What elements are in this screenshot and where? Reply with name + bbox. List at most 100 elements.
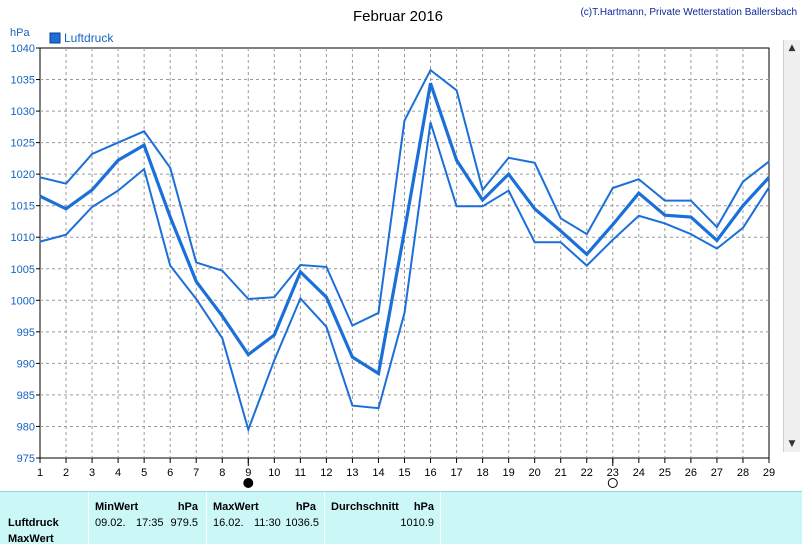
data-point-min (429, 121, 432, 124)
y-axis: 975 980 985 990 995 1000 1005 1010 1015 1020 1025 1… (11, 43, 40, 465)
data-point-avg (247, 353, 249, 356)
markers (243, 458, 618, 488)
data-point-min (534, 241, 536, 243)
data-point-avg (169, 216, 171, 218)
x-tick-label: 14 (372, 467, 384, 479)
column-divider (206, 492, 207, 544)
grid (40, 48, 769, 458)
row-label-maxwert: MaxWert (8, 533, 54, 545)
data-point-avg (39, 195, 41, 197)
data-point-max (612, 187, 614, 189)
data-point-min (690, 233, 692, 235)
data-point-min (612, 239, 614, 241)
data-point-avg (117, 159, 119, 161)
data-point-avg (560, 230, 562, 232)
data-point-max (351, 324, 354, 327)
data-point-avg (91, 189, 93, 191)
x-tick-label: 23 (607, 467, 619, 479)
data-point-min (586, 265, 588, 267)
y-tick-label: 1020 (11, 169, 35, 181)
data-point-avg (690, 216, 692, 218)
data-point-min (299, 297, 301, 300)
y-tick-label: 990 (17, 358, 35, 370)
data-point-avg (455, 159, 458, 161)
data-point-min (768, 186, 770, 188)
min-value: 979.5 (170, 517, 198, 529)
min-column: MinWert hPa 09.02. 17:35 979.5 (88, 492, 206, 544)
data-point-avg (195, 280, 197, 282)
data-point-max (742, 181, 744, 183)
triangle-up-icon[interactable]: ▲ (788, 43, 796, 53)
y-tick-label: 975 (17, 453, 35, 465)
data-point-avg (403, 230, 406, 232)
data-point-min (377, 407, 380, 409)
chart-title: Februar 2016 (353, 8, 443, 25)
data-point-min (664, 222, 666, 224)
data-point-min (247, 429, 249, 431)
new-moon-icon (243, 478, 254, 488)
x-tick-label: 17 (450, 467, 462, 479)
y-tick-label: 1005 (11, 264, 35, 276)
x-tick-label: 13 (346, 467, 358, 479)
x-tick-label: 3 (89, 467, 95, 479)
x-tick-label: 1 (37, 467, 43, 479)
vertical-scrollbar[interactable]: ▲ ▼ (783, 40, 800, 452)
x-tick-label: 27 (711, 467, 723, 479)
y-tick-label: 1035 (11, 75, 35, 87)
data-point-avg (482, 199, 484, 201)
data-point-max (169, 167, 171, 169)
x-tick-label: 21 (555, 467, 567, 479)
row-label-luftdruck: Luftdruck (8, 517, 59, 529)
y-tick-label: 1015 (11, 201, 35, 213)
data-point-min (716, 247, 718, 250)
data-point-min (221, 337, 223, 339)
data-point-avg (377, 372, 380, 375)
triangle-down-icon[interactable]: ▼ (788, 439, 796, 449)
y-tick-label: 980 (17, 421, 35, 433)
data-point-max (39, 176, 41, 178)
data-point-max (273, 296, 275, 298)
data-point-min (455, 205, 458, 207)
data-point-avg (508, 173, 510, 175)
data-point-avg (664, 214, 666, 216)
legend-swatch (49, 32, 61, 44)
data-point-min (195, 298, 197, 300)
data-point-max (299, 264, 301, 266)
data-point-min (742, 227, 744, 229)
data-point-max (377, 312, 380, 314)
data-point-min (560, 241, 562, 243)
data-point-max (455, 89, 458, 91)
y-axis-unit-label: hPa (10, 27, 30, 39)
data-point-avg (716, 239, 718, 241)
min-unit: hPa (177, 501, 198, 513)
y-tick-label: 1010 (11, 232, 35, 244)
max-value: 1036.5 (285, 517, 319, 529)
data-point-min (403, 312, 406, 314)
y-tick-label: 1025 (11, 138, 35, 150)
data-point-max (560, 217, 562, 219)
y-tick-label: 1030 (11, 106, 35, 118)
data-point-avg (273, 334, 275, 336)
x-tick-label: 20 (529, 467, 541, 479)
y-tick-label: 1000 (11, 295, 35, 307)
x-axis: 1 2 3 4 5 6 7 8 9 10 11 12 13 14 15 16 17 18 19 20 21 22 23 24 2… (37, 458, 775, 479)
data-point-max (325, 266, 327, 268)
data-point-avg (586, 253, 588, 255)
data-point-avg (612, 224, 614, 226)
data-point-min (169, 265, 171, 267)
x-tick-label: 2 (63, 467, 69, 479)
credit-text: (c)T.Hartmann, Private Wetterstation Bal… (580, 7, 797, 18)
y-tick-label: 1040 (11, 43, 35, 55)
data-point-max (638, 178, 640, 180)
data-point-avg (768, 176, 770, 178)
max-header: MaxWert (213, 501, 259, 513)
column-divider (440, 492, 441, 544)
data-point-avg (221, 315, 223, 317)
data-point-min (638, 215, 640, 217)
data-point-min (65, 234, 67, 236)
data-point-max (534, 162, 536, 164)
x-tick-label: 9 (245, 467, 251, 479)
data-point-avg (351, 356, 354, 358)
max-column: MaxWert hPa 16.02. 11:30 1036.5 (206, 492, 324, 544)
x-tick-label: 8 (219, 467, 225, 479)
